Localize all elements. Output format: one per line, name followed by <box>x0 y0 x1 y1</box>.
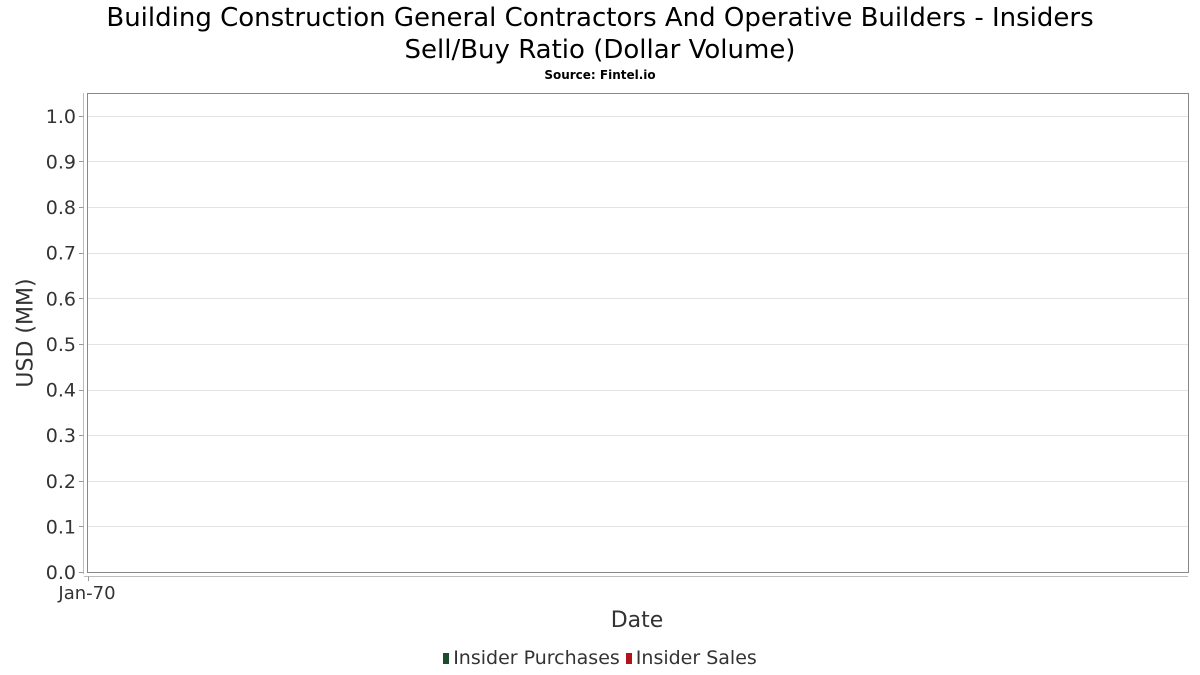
x-tick-label-0: Jan-70 <box>57 583 115 604</box>
chart-title: Building Construction General Contractor… <box>0 2 1200 66</box>
y-tick-label-10: 1.0 <box>46 106 76 128</box>
y-tick-label-1: 0.1 <box>46 516 76 538</box>
legend-item-sales[interactable]: Insider Sales <box>625 647 757 669</box>
y-tick-label-3: 0.3 <box>46 425 76 447</box>
x-axis-label: Date <box>610 608 664 633</box>
y-tick-label-4: 0.4 <box>46 380 76 402</box>
legend-swatch-sales <box>625 652 632 664</box>
plot-frame <box>87 93 1189 573</box>
y-tick-label-0: 0.0 <box>46 562 76 584</box>
legend-swatch-purchases <box>443 652 450 664</box>
chart-title-line-2: Sell/Buy Ratio (Dollar Volume) <box>404 35 796 65</box>
legend-item-purchases[interactable]: Insider Purchases <box>443 647 620 669</box>
y-tick-label-6: 0.6 <box>46 288 76 310</box>
y-axis-label: USD (MM) <box>13 278 39 388</box>
y-tick-label-9: 0.9 <box>46 151 76 173</box>
legend: Insider Purchases Insider Sales <box>0 647 1200 669</box>
chart-title-line-1: Building Construction General Contractor… <box>106 3 1094 33</box>
y-tick-label-7: 0.7 <box>46 243 76 265</box>
legend-label-sales: Insider Sales <box>635 647 757 669</box>
y-tick-label-2: 0.2 <box>46 471 76 493</box>
legend-label-purchases: Insider Purchases <box>453 647 620 669</box>
y-tick-label-8: 0.8 <box>46 197 76 219</box>
chart-subtitle: Source: Fintel.io <box>544 68 656 82</box>
y-tick-label-5: 0.5 <box>46 334 76 356</box>
